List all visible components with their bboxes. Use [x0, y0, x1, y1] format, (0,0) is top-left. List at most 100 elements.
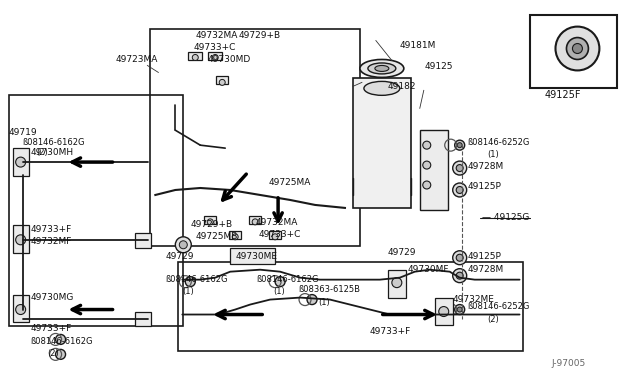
Bar [230, 248, 275, 264]
Text: 49181M: 49181M [400, 41, 436, 49]
Text: ß08363-6125B: ß08363-6125B [298, 285, 360, 294]
Circle shape [439, 307, 449, 317]
Text: 49723MA: 49723MA [115, 55, 158, 64]
Circle shape [423, 141, 431, 149]
Circle shape [423, 181, 431, 189]
Text: ß08146-6162G: ß08146-6162G [256, 275, 319, 284]
Circle shape [423, 161, 431, 169]
Ellipse shape [368, 63, 396, 74]
Text: ß08146-6162G: ß08146-6162G [165, 275, 228, 284]
Bar [353, 78, 411, 208]
Bar [204, 216, 216, 224]
Text: 49730MD: 49730MD [207, 55, 250, 64]
Text: 49728M: 49728M [468, 265, 504, 274]
Circle shape [392, 278, 402, 288]
Text: J-97005: J-97005 [552, 359, 586, 368]
Circle shape [454, 140, 465, 150]
Circle shape [207, 219, 213, 225]
Bar [435, 298, 452, 326]
Bar [13, 148, 29, 176]
Text: 49725MB: 49725MB [195, 232, 237, 241]
Circle shape [452, 161, 467, 175]
Circle shape [457, 307, 462, 312]
Circle shape [15, 235, 26, 245]
Ellipse shape [360, 60, 404, 77]
Bar [179, 262, 522, 352]
Bar [269, 231, 281, 239]
Circle shape [454, 305, 465, 314]
Circle shape [179, 241, 188, 249]
Text: 49182: 49182 [388, 82, 417, 92]
Text: 49125: 49125 [425, 62, 453, 71]
Text: 49725MA: 49725MA [268, 178, 310, 187]
Ellipse shape [364, 81, 400, 95]
Circle shape [452, 269, 467, 283]
Bar [136, 233, 152, 248]
Text: 49732ME: 49732ME [452, 295, 495, 304]
Bar [13, 225, 29, 253]
Circle shape [456, 186, 463, 193]
Text: 49733+F: 49733+F [31, 225, 72, 234]
Text: (1): (1) [488, 150, 499, 159]
Text: 49730MH: 49730MH [31, 148, 74, 157]
Circle shape [307, 295, 317, 305]
Bar [136, 311, 152, 327]
Circle shape [572, 44, 582, 54]
Bar [229, 231, 241, 239]
Circle shape [452, 183, 467, 197]
Bar [420, 130, 448, 210]
Circle shape [275, 277, 285, 286]
Circle shape [566, 38, 588, 60]
Bar [529, 15, 618, 89]
Circle shape [252, 219, 258, 225]
Circle shape [15, 157, 26, 167]
Bar [216, 76, 228, 84]
Circle shape [457, 143, 462, 148]
Text: 49733+F: 49733+F [370, 327, 411, 336]
Circle shape [272, 234, 278, 240]
Bar [188, 51, 202, 61]
Text: 49729: 49729 [165, 252, 194, 261]
Circle shape [56, 349, 65, 359]
Text: (1): (1) [318, 298, 330, 307]
Bar [249, 216, 261, 224]
Text: (1): (1) [273, 286, 285, 296]
Bar [13, 295, 29, 323]
Text: 49125F: 49125F [545, 90, 581, 100]
Text: 49719: 49719 [9, 128, 37, 137]
Text: 49125P: 49125P [468, 252, 502, 261]
Circle shape [456, 272, 463, 279]
Text: ß08146-6162G: ß08146-6162G [31, 337, 93, 346]
Text: 49729+B: 49729+B [190, 220, 232, 229]
Text: 49730ME: 49730ME [235, 252, 277, 261]
Circle shape [15, 305, 26, 314]
Bar [9, 95, 183, 327]
Text: ß08146-6252G: ß08146-6252G [468, 302, 530, 311]
Text: 49732MA: 49732MA [195, 31, 237, 39]
Circle shape [175, 237, 191, 253]
Text: 49732MF: 49732MF [31, 237, 72, 246]
Text: 49732MA: 49732MA [255, 218, 298, 227]
Circle shape [212, 54, 218, 61]
Text: (2): (2) [47, 349, 60, 358]
Bar [150, 29, 360, 246]
Text: 49730MG: 49730MG [31, 293, 74, 302]
Text: 49125P: 49125P [468, 182, 502, 191]
Circle shape [186, 277, 195, 286]
Text: 49730MF: 49730MF [408, 265, 449, 274]
Text: 49733+F: 49733+F [31, 324, 72, 333]
Ellipse shape [375, 65, 389, 71]
Circle shape [452, 251, 467, 265]
Text: (2): (2) [36, 148, 49, 157]
Bar [208, 51, 222, 61]
Text: 49729+B: 49729+B [238, 31, 280, 39]
Circle shape [232, 234, 238, 240]
Bar [388, 270, 406, 298]
Circle shape [456, 164, 463, 171]
Text: (2): (2) [488, 314, 499, 324]
Text: 49733+C: 49733+C [193, 42, 236, 52]
Text: ß08146-6252G: ß08146-6252G [468, 138, 530, 147]
Text: 49728M: 49728M [468, 162, 504, 171]
Circle shape [556, 26, 600, 70]
Circle shape [456, 254, 463, 261]
